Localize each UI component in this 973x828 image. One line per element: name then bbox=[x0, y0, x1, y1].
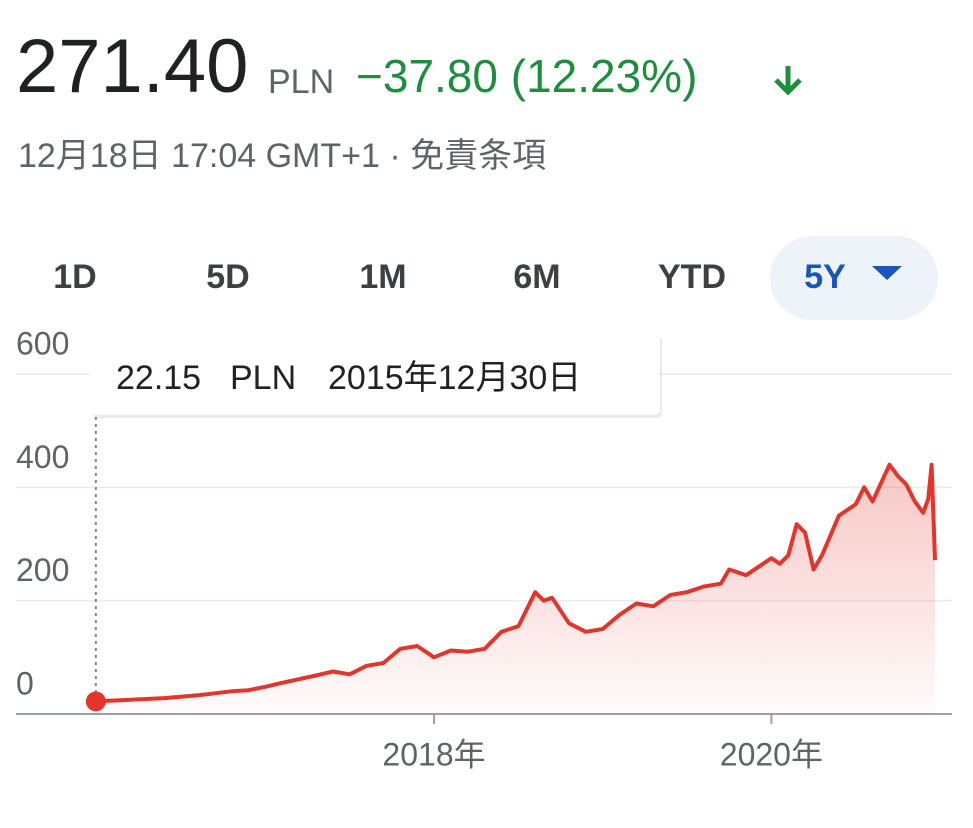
range-button[interactable]: 5Y bbox=[804, 258, 846, 296]
area bbox=[95, 464, 936, 714]
price-change: −37.80 (12.23%) bbox=[356, 50, 697, 102]
y-tick-label: 600 bbox=[16, 325, 69, 361]
price-line bbox=[95, 462, 937, 704]
range-button[interactable]: 1M bbox=[359, 258, 406, 296]
range-button[interactable]: YTD bbox=[658, 258, 726, 296]
range-button[interactable]: 6M bbox=[513, 258, 560, 296]
price: 271.40 bbox=[16, 24, 248, 109]
range-selected-pill[interactable] bbox=[770, 236, 938, 320]
cursor-dot bbox=[85, 691, 106, 712]
dropdown-triangle[interactable] bbox=[872, 266, 902, 280]
tooltip bbox=[90, 332, 660, 415]
down-arrow bbox=[774, 66, 802, 96]
range-button[interactable]: 5D bbox=[206, 258, 249, 296]
y-tick-label: 0 bbox=[16, 665, 34, 701]
range-button[interactable]: 1D bbox=[53, 258, 96, 296]
x-tick-label: 2020年 bbox=[720, 736, 823, 772]
currency: PLN bbox=[268, 63, 334, 101]
timestamp: 12月18日 17:04 GMT+1 · 免責条項 bbox=[18, 137, 546, 175]
tooltip-date: 2015年12月30日 bbox=[328, 359, 581, 397]
x-tick-label: 2018年 bbox=[382, 736, 485, 772]
y-tick-label: 400 bbox=[16, 439, 69, 475]
tooltip-value: 22.15 bbox=[116, 359, 201, 397]
y-tick-label: 200 bbox=[16, 552, 69, 588]
tooltip-currency: PLN bbox=[230, 359, 296, 397]
